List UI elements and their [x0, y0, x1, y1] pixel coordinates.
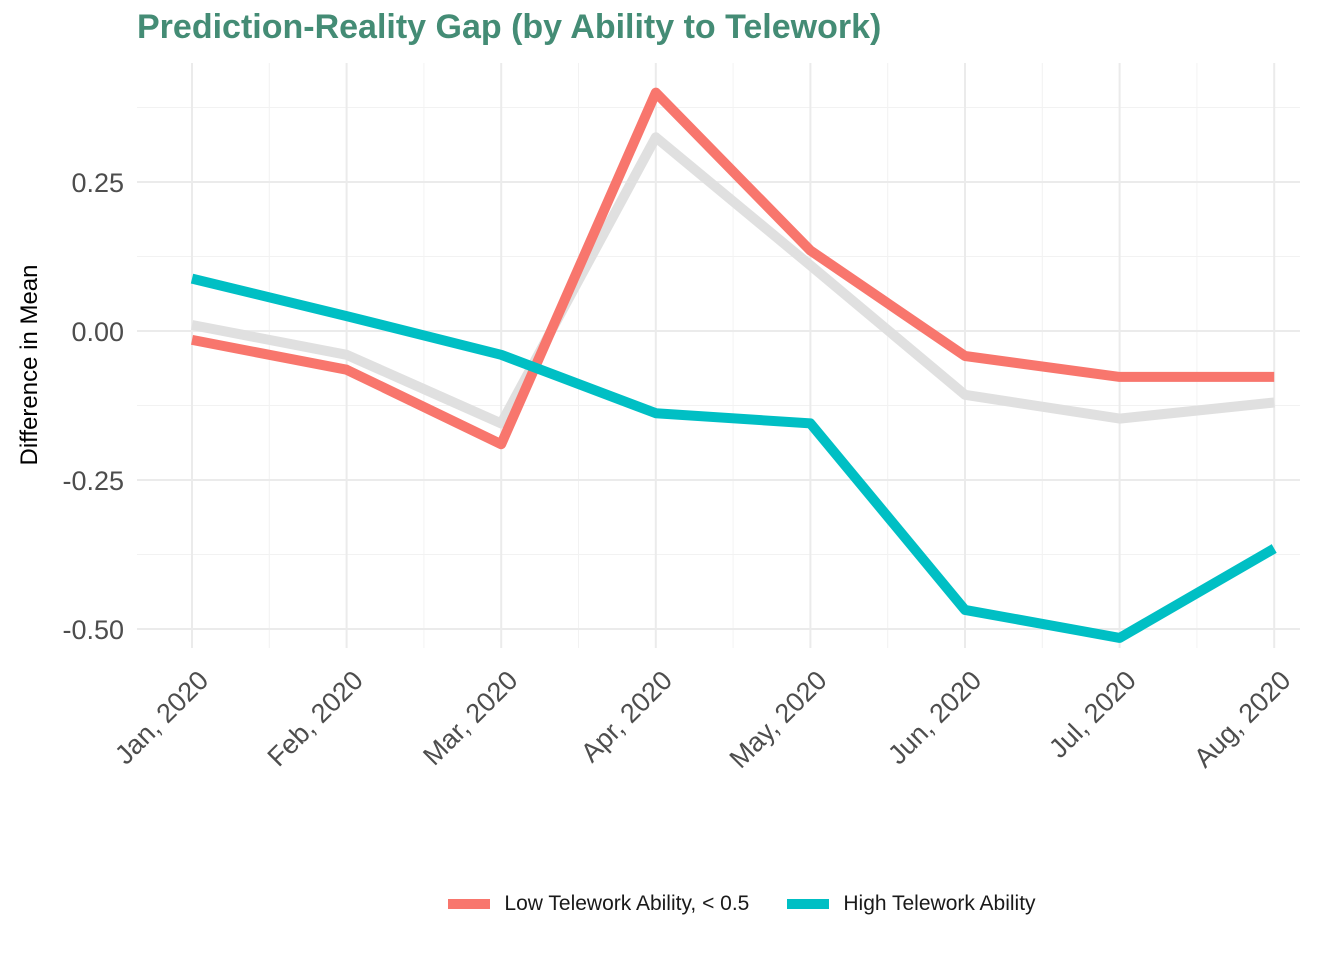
x-axis-ticks: Jan, 2020 Feb, 2020 Mar, 2020 Apr, 2020 May,… — [109, 665, 1296, 774]
series-line-overall — [191, 132, 1275, 429]
y-tick-label: -0.50 — [62, 615, 124, 645]
x-tick-label: Apr, 2020 — [575, 665, 678, 768]
y-axis-label: Difference in Mean — [16, 265, 43, 466]
x-tick-label: Aug, 2020 — [1188, 665, 1296, 773]
chart-title: Prediction-Reality Gap (by Ability to Te… — [137, 8, 882, 46]
legend-label-high-telework: High Telework Ability — [843, 892, 1036, 915]
series-line-low-telework — [191, 87, 1275, 450]
x-tick-label: Jun, 2020 — [882, 665, 987, 770]
y-tick-label: 0.00 — [71, 317, 124, 347]
x-tick-label: Jul, 2020 — [1043, 665, 1142, 764]
y-axis-ticks: 0.25 0.00 -0.25 -0.50 — [62, 168, 124, 645]
legend-item-high-telework: High Telework Ability — [787, 892, 1036, 916]
series-lines — [190, 87, 1277, 643]
x-tick-label: Feb, 2020 — [262, 665, 369, 772]
x-tick-label: May, 2020 — [724, 665, 833, 774]
legend-swatch-high-telework — [787, 899, 830, 909]
legend-swatch-low-telework — [448, 899, 491, 909]
series-line-high-telework — [190, 273, 1277, 643]
y-tick-label: -0.25 — [62, 466, 124, 496]
y-tick-label: 0.25 — [71, 168, 124, 198]
x-tick-label: Jan, 2020 — [109, 665, 214, 770]
x-tick-label: Mar, 2020 — [417, 665, 523, 771]
legend-item-low-telework: Low Telework Ability, < 0.5 — [448, 892, 749, 916]
legend: Low Telework Ability, < 0.5 High Telewor… — [0, 892, 1344, 916]
legend-label-low-telework: Low Telework Ability, < 0.5 — [504, 892, 750, 915]
